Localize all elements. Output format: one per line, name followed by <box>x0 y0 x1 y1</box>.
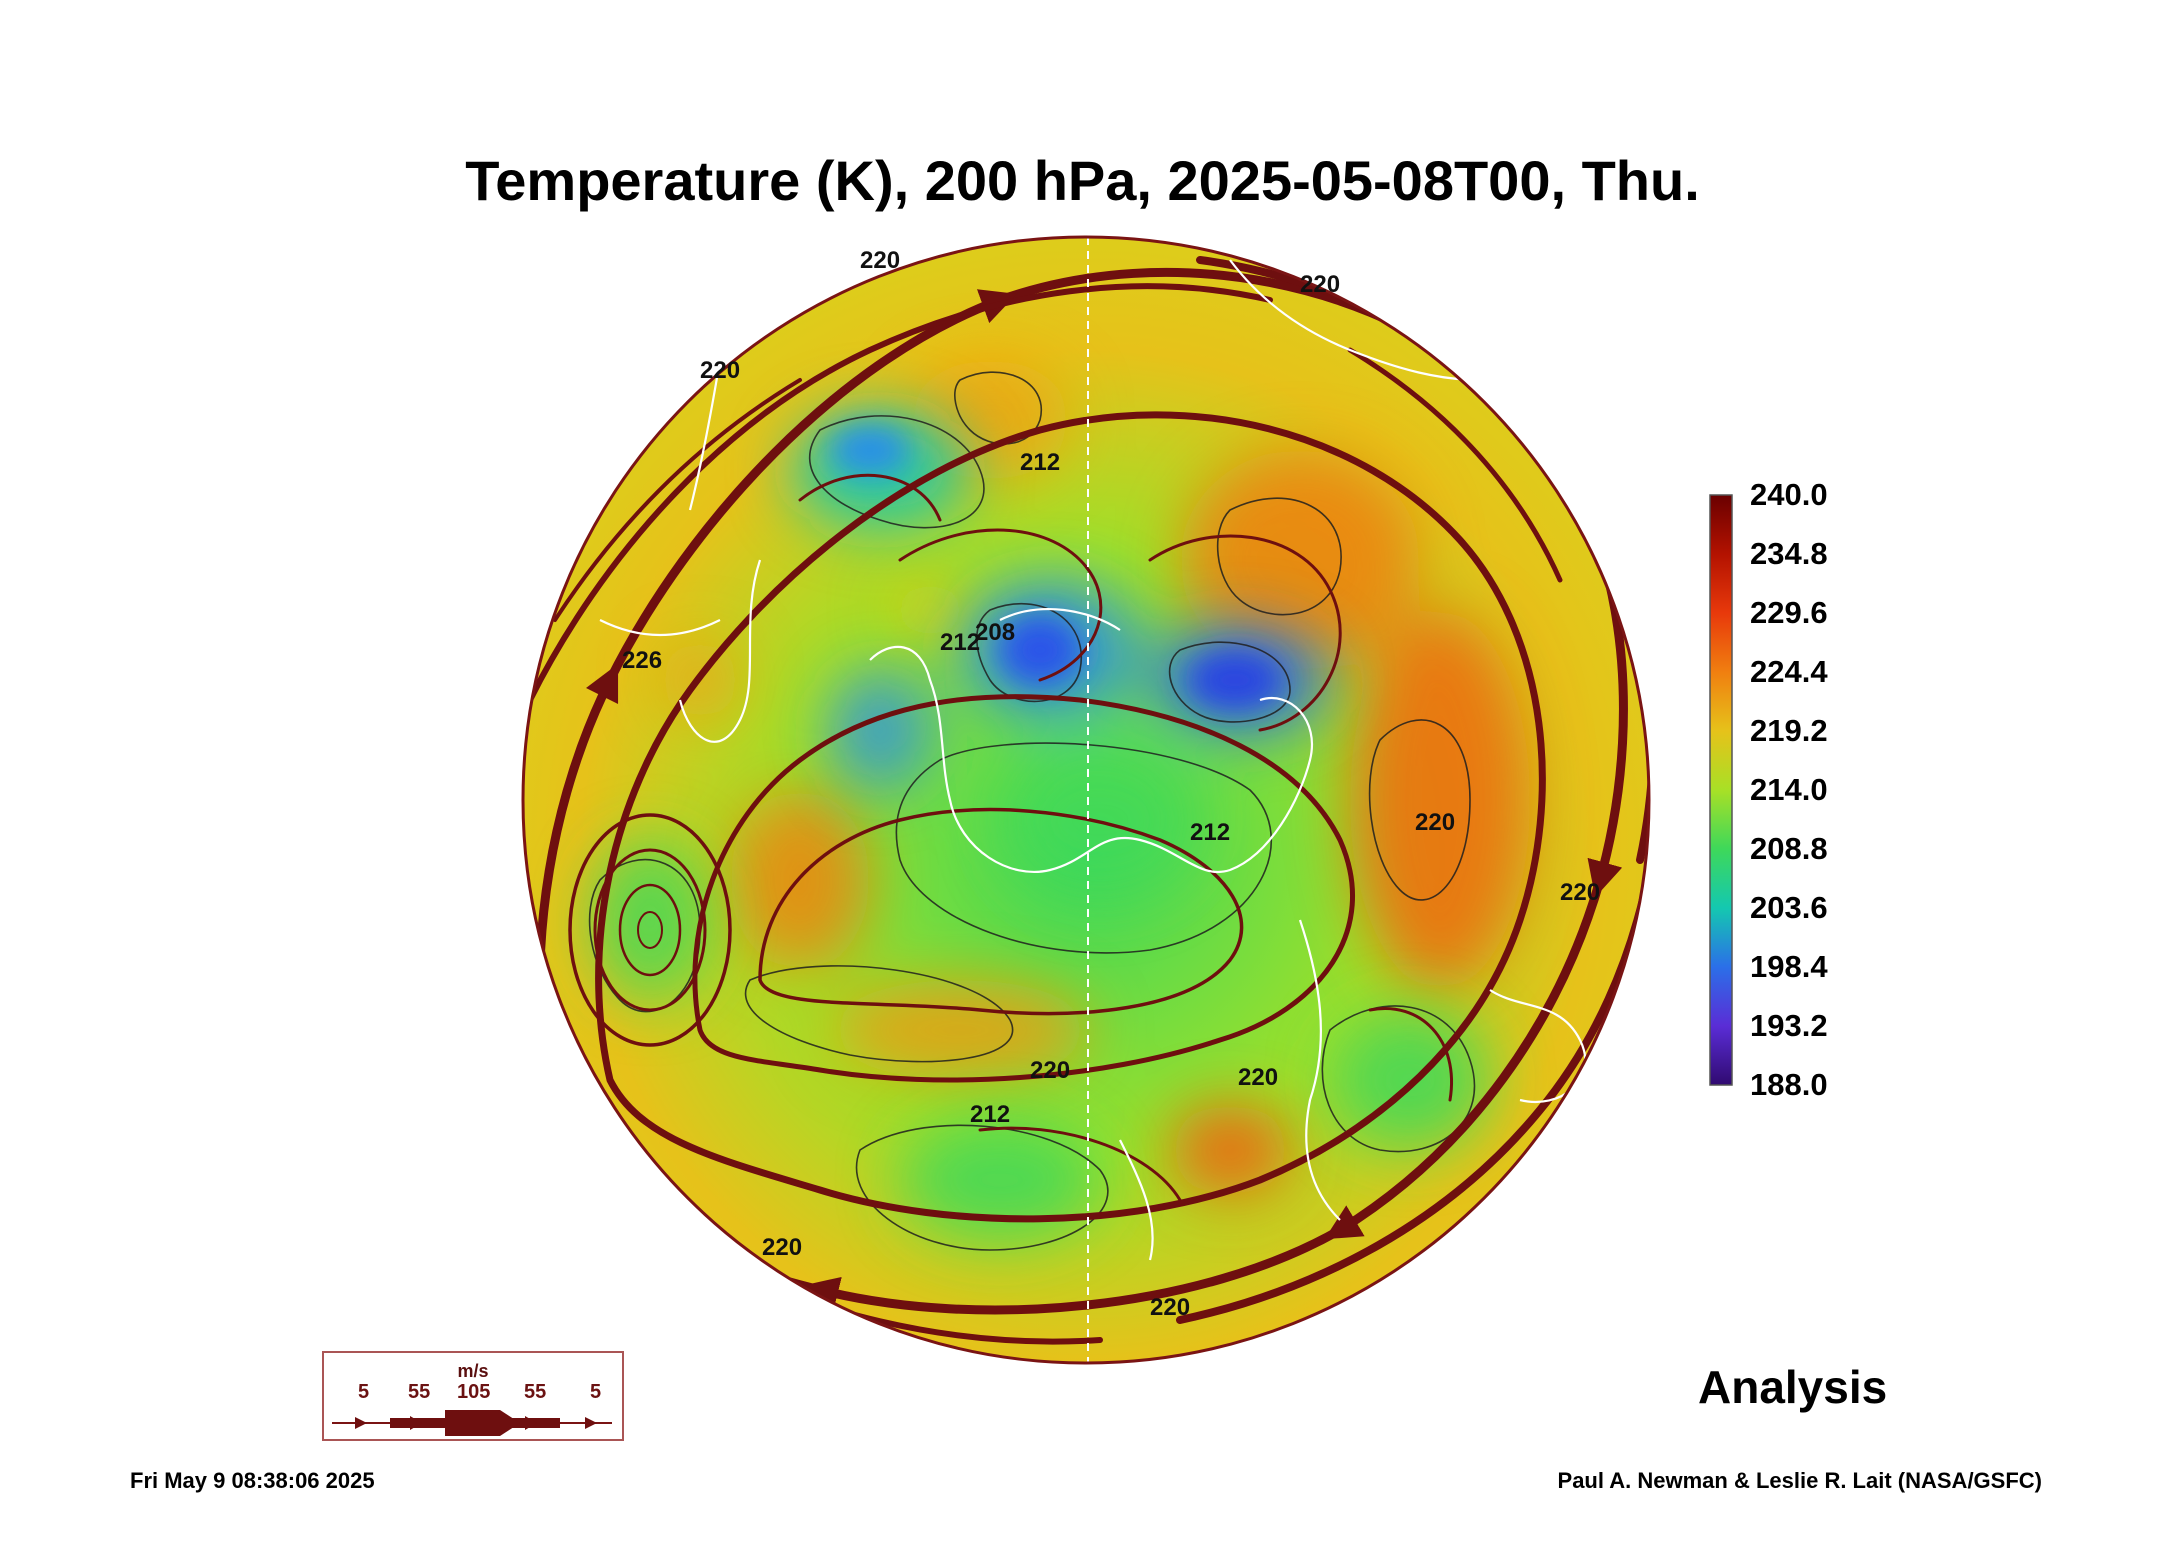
coastlines <box>599 259 1587 1261</box>
contour-label: 220 <box>1560 879 1600 906</box>
wind-legend-value: 105 <box>457 1381 491 1403</box>
contour-label: 220 <box>700 357 740 384</box>
colorbar-tick: 229.6 <box>1750 595 1828 630</box>
colorbar-tick: 203.6 <box>1750 890 1828 925</box>
contour-label: 220 <box>1150 1294 1190 1321</box>
colorbar-tick: 219.2 <box>1750 713 1828 748</box>
colorbar-tick: 208.8 <box>1750 831 1828 866</box>
colorbar-tick: 188.0 <box>1750 1067 1828 1102</box>
colorbar-tick: 234.8 <box>1750 536 1828 571</box>
contour-label: 220 <box>1030 1057 1070 1084</box>
colorbar-tick: 214.0 <box>1750 772 1828 807</box>
contour-label-group: 220 220 220 212 212 208 226 220 220 212 … <box>622 247 1600 1321</box>
contour-label: 208 <box>975 619 1015 646</box>
colorbar <box>1709 494 1733 1086</box>
contour-label: 220 <box>860 247 900 274</box>
contour-label: 220 <box>1300 271 1340 298</box>
contour-label: 212 <box>940 629 980 656</box>
contour-label: 220 <box>1415 809 1455 836</box>
map-edge <box>521 235 1651 1365</box>
colorbar-tick: 240.0 <box>1750 477 1828 512</box>
wind-legend-value: 5 <box>358 1381 370 1403</box>
footer-timestamp: Fri May 9 08:38:06 2025 <box>130 1468 375 1493</box>
wind-legend-arrow <box>332 1410 612 1436</box>
vortex-left <box>568 813 732 1047</box>
wind-legend-unit: m/s <box>457 1361 489 1381</box>
colorbar-tick: 193.2 <box>1750 1008 1828 1043</box>
contour-label: 212 <box>1190 819 1230 846</box>
colorbar-tick: 224.4 <box>1750 654 1828 689</box>
footer-credit: Paul A. Newman & Leslie R. Lait (NASA/GS… <box>1557 1468 2042 1493</box>
contour-label: 220 <box>762 1234 802 1261</box>
contour-label: 220 <box>1238 1064 1278 1091</box>
wind-legend-value: 55 <box>408 1381 431 1403</box>
analysis-label: Analysis <box>1698 1361 1888 1413</box>
wind-legend-value: 55 <box>524 1381 547 1403</box>
contour-label: 226 <box>622 647 662 674</box>
contour-label: 212 <box>1020 449 1060 476</box>
wind-legend-value: 5 <box>590 1381 602 1403</box>
map-title: Temperature (K), 200 hPa, 2025-05-08T00,… <box>465 149 1700 212</box>
map-disc <box>523 237 1649 1363</box>
contour-label: 212 <box>970 1101 1010 1128</box>
wind-speed-legend: m/s 5 55 105 55 5 <box>322 1351 624 1441</box>
colorbar-tick: 198.4 <box>1750 949 1828 984</box>
